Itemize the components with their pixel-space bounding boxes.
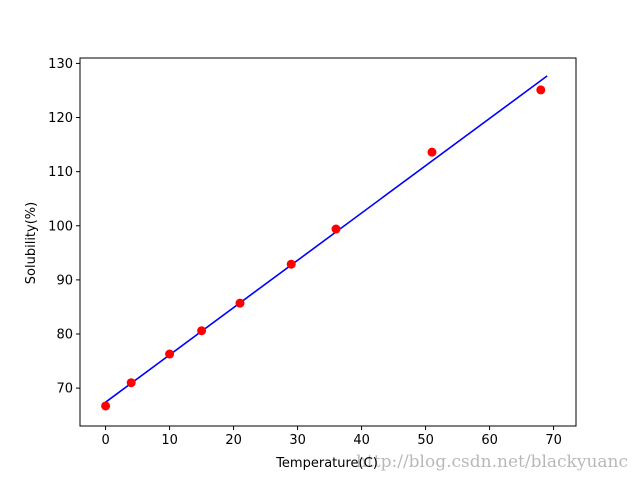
- x-tick-label: 70: [545, 433, 562, 448]
- y-tick-label: 100: [48, 219, 73, 234]
- data-point: [331, 224, 341, 234]
- y-tick-label: 130: [48, 57, 73, 72]
- data-points-layer: [101, 85, 546, 411]
- x-tick-label: 20: [225, 433, 242, 448]
- x-tick-label: 60: [481, 433, 498, 448]
- y-tick-label: 70: [56, 382, 73, 397]
- watermark-text: http://blog.csdn.net/blackyuanc: [356, 452, 628, 472]
- data-point: [286, 259, 296, 269]
- data-point: [165, 349, 175, 359]
- data-point: [235, 298, 245, 308]
- y-tick-label: 110: [48, 165, 73, 180]
- y-tick-label: 80: [56, 328, 73, 343]
- x-tick-label: 0: [101, 433, 109, 448]
- data-point: [101, 401, 111, 411]
- fit-line: [105, 75, 548, 403]
- y-axis-ticks: 70 80 90 100 110 120 130: [48, 57, 80, 397]
- data-point: [427, 147, 437, 157]
- x-tick-label: 50: [417, 433, 434, 448]
- y-tick-label: 120: [48, 111, 73, 126]
- x-tick-label: 40: [353, 433, 370, 448]
- x-axis-label: Temperature(C): [275, 456, 378, 471]
- y-tick-label: 90: [56, 273, 73, 288]
- x-tick-label: 30: [289, 433, 306, 448]
- y-axis-label: Solubility(%): [24, 202, 39, 284]
- fit-line-layer: [105, 75, 548, 403]
- x-tick-label: 10: [161, 433, 178, 448]
- x-axis-ticks: 0 10 20 30 40 50 60 70: [101, 426, 562, 448]
- data-point: [536, 85, 546, 95]
- data-point: [126, 378, 136, 388]
- data-point: [197, 326, 207, 336]
- plot-frame: [79, 57, 577, 427]
